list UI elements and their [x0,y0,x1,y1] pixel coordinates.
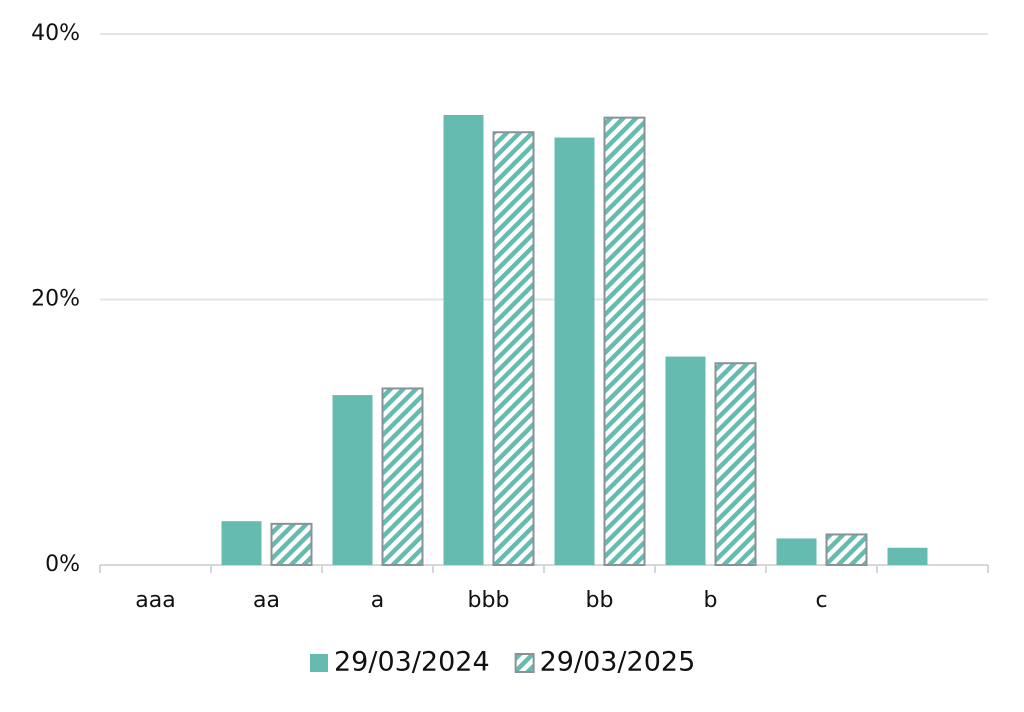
bar [887,547,928,565]
x-tick-label: aa [253,588,280,613]
y-tick-label: 20% [31,287,80,312]
x-tick-label: b [704,588,718,613]
bar [332,395,373,565]
bar [825,533,868,567]
legend-swatch [514,653,535,673]
bar [270,522,313,566]
bar [665,356,706,565]
x-tick-label: aaa [135,588,175,613]
bar [492,131,535,567]
bar [554,137,595,566]
bar [381,387,424,566]
bar [221,521,262,565]
x-tick-label: c [815,588,827,613]
legend-label: 29/03/2024 [334,647,490,678]
bar [776,538,817,565]
x-tick-label: bbb [468,588,510,613]
x-tick-label: a [371,588,384,613]
legend-label: 29/03/2025 [540,647,696,678]
y-tick-label: 0% [45,552,80,577]
legend-swatch [310,654,328,672]
x-tick-label: bb [586,588,614,613]
bar [443,114,484,565]
y-tick-label: 40% [31,21,80,46]
bar [603,116,646,566]
bar [714,362,757,566]
